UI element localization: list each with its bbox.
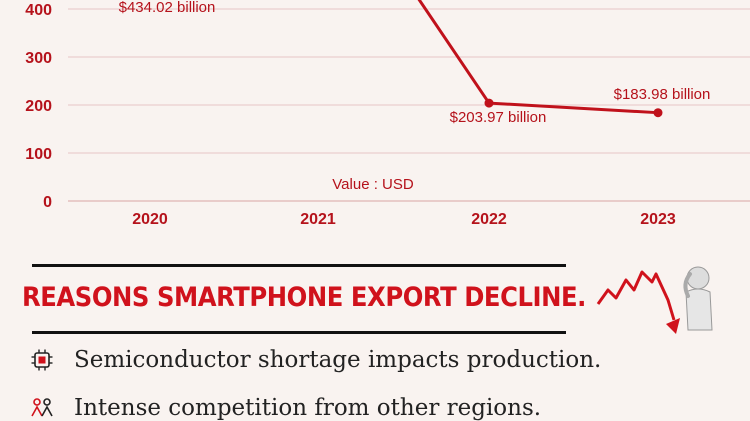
data-label: $203.97 billion: [450, 109, 547, 126]
data-points: [484, 98, 663, 118]
y-tick-label: 100: [25, 146, 52, 163]
x-axis-ticks: 2020 2021 2022 2023: [132, 211, 676, 228]
reasons-heading: REASONS SMARTPHONE EXPORT DECLINE.: [22, 282, 586, 313]
x-tick-label: 2023: [640, 211, 676, 228]
heading-rule-top: [32, 264, 566, 267]
y-tick-label: 200: [25, 98, 52, 115]
y-tick-label: 300: [25, 50, 52, 67]
data-point: [484, 98, 494, 108]
y-tick-label: 400: [25, 2, 52, 19]
data-label: $183.98 billion: [614, 86, 711, 103]
reason-text: Semiconductor shortage impacts productio…: [74, 347, 602, 373]
reason-text: Intense competition from other regions.: [74, 395, 542, 421]
data-labels: $434.02 billion $203.97 billion $183.98 bi…: [119, 0, 711, 126]
reason-item: Semiconductor shortage impacts productio…: [30, 347, 601, 373]
x-tick-label: 2021: [300, 211, 336, 228]
y-axis-ticks: 0 100 200 300 400: [25, 2, 52, 211]
data-point: [653, 108, 663, 118]
x-tick-label: 2020: [132, 211, 168, 228]
unit-label: Value : USD: [332, 176, 414, 193]
decline-arrow-icon: [596, 270, 676, 321]
data-label: $434.02 billion: [119, 0, 216, 16]
reason-item: Intense competition from other regions.: [30, 395, 541, 421]
y-tick-label: 0: [43, 194, 52, 211]
competition-icon: [31, 398, 53, 417]
stressed-figure-icon: [683, 266, 713, 331]
heading-rule-bottom: [32, 331, 566, 334]
reasons-heading-block: REASONS SMARTPHONE EXPORT DECLINE.: [22, 264, 586, 336]
decline-illustration: [596, 266, 713, 334]
decline-arrowhead-icon: [666, 318, 680, 334]
export-value-chart: 0 100 200 300 400 2020 2021 2022 2023 $434.02 b…: [25, 0, 750, 228]
chart-grid: [68, 8, 750, 202]
x-tick-label: 2022: [471, 211, 507, 228]
chip-icon: [31, 349, 53, 371]
